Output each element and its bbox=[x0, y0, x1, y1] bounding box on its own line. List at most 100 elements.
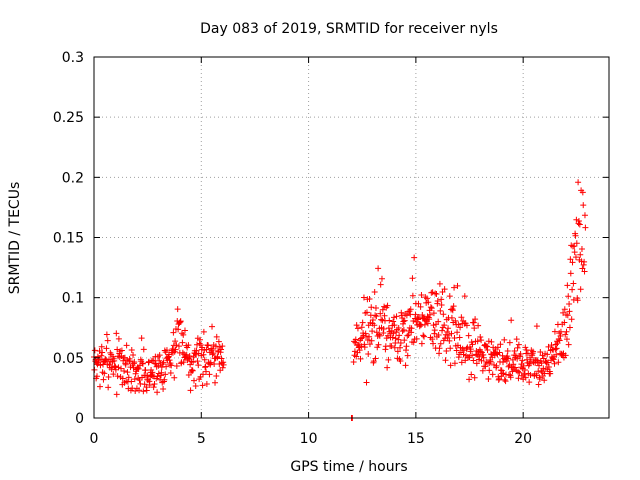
data-point-marker bbox=[201, 356, 208, 363]
data-point-marker bbox=[535, 381, 542, 388]
data-point-marker bbox=[363, 333, 370, 340]
data-point-marker bbox=[361, 344, 368, 351]
data-point-marker bbox=[211, 360, 218, 367]
data-point-marker bbox=[450, 303, 457, 310]
data-point-marker bbox=[506, 339, 513, 346]
data-point-marker bbox=[181, 327, 188, 334]
data-point-marker bbox=[534, 359, 541, 366]
data-point-marker bbox=[136, 377, 143, 384]
data-point-marker bbox=[128, 347, 135, 354]
data-point-marker bbox=[572, 232, 579, 239]
data-point-marker bbox=[213, 333, 220, 340]
data-point-marker bbox=[203, 368, 210, 375]
data-point-marker bbox=[99, 349, 106, 356]
data-point-marker bbox=[494, 344, 501, 351]
data-point-marker bbox=[564, 282, 571, 289]
data-point-marker bbox=[136, 387, 143, 394]
data-point-marker bbox=[426, 316, 433, 323]
data-point-marker bbox=[219, 343, 226, 350]
data-point-marker bbox=[445, 331, 452, 338]
data-point-marker bbox=[171, 374, 178, 381]
data-point-marker bbox=[452, 317, 459, 324]
data-point-marker bbox=[98, 343, 105, 350]
data-point-marker bbox=[487, 358, 494, 365]
data-point-marker bbox=[118, 347, 125, 354]
data-point-marker bbox=[513, 336, 520, 343]
data-point-marker bbox=[448, 314, 455, 321]
data-point-marker bbox=[186, 352, 193, 359]
data-point-marker bbox=[441, 322, 448, 329]
data-point-marker bbox=[471, 325, 478, 332]
data-point-marker bbox=[489, 371, 496, 378]
data-point-marker bbox=[115, 364, 122, 371]
data-point-marker bbox=[436, 280, 443, 287]
data-point-marker bbox=[98, 352, 105, 359]
chart-title: Day 083 of 2019, SRMTID for receiver nyl… bbox=[200, 21, 498, 37]
data-point-marker bbox=[469, 352, 476, 359]
data-point-marker bbox=[368, 337, 375, 344]
data-point-marker bbox=[170, 329, 177, 336]
data-point-marker bbox=[530, 348, 537, 355]
data-point-marker bbox=[202, 363, 209, 370]
data-point-marker bbox=[365, 351, 372, 358]
data-point-marker bbox=[412, 311, 419, 318]
data-point-marker bbox=[430, 322, 437, 329]
data-point-marker bbox=[386, 317, 393, 324]
data-point-marker bbox=[555, 336, 562, 343]
data-point-marker bbox=[375, 341, 382, 348]
data-point-marker bbox=[581, 268, 588, 275]
data-point-marker bbox=[145, 376, 152, 383]
data-point-marker bbox=[206, 371, 213, 378]
y-tick-label: 0.05 bbox=[53, 351, 84, 367]
data-point-marker bbox=[151, 381, 158, 388]
data-point-marker bbox=[207, 359, 214, 366]
data-point-marker bbox=[151, 360, 158, 367]
data-point-marker bbox=[175, 326, 182, 333]
data-point-marker bbox=[504, 348, 511, 355]
data-point-marker bbox=[515, 341, 522, 348]
data-point-marker bbox=[197, 341, 204, 348]
data-point-marker bbox=[139, 360, 146, 367]
data-point-marker bbox=[366, 333, 373, 340]
data-point-marker bbox=[212, 379, 219, 386]
data-point-marker bbox=[420, 332, 427, 339]
data-point-marker bbox=[486, 367, 493, 374]
data-point-marker bbox=[197, 373, 204, 380]
data-point-marker bbox=[477, 348, 484, 355]
data-point-marker bbox=[94, 353, 101, 360]
data-point-marker bbox=[199, 382, 206, 389]
data-point-marker bbox=[125, 374, 132, 381]
data-point-marker bbox=[467, 346, 474, 353]
data-point-marker bbox=[150, 357, 157, 364]
data-point-marker bbox=[439, 327, 446, 334]
data-point-marker bbox=[428, 289, 435, 296]
data-point-marker bbox=[454, 282, 461, 289]
data-point-marker bbox=[161, 376, 168, 383]
data-point-marker bbox=[205, 342, 212, 349]
data-point-marker bbox=[578, 245, 585, 252]
data-point-marker bbox=[512, 364, 519, 371]
data-point-marker bbox=[160, 385, 167, 392]
data-point-marker bbox=[375, 331, 382, 338]
data-point-marker bbox=[363, 379, 370, 386]
data-point-marker bbox=[190, 359, 197, 366]
data-point-marker bbox=[115, 335, 122, 342]
data-point-marker bbox=[113, 391, 120, 398]
data-point-marker bbox=[100, 376, 107, 383]
data-point-marker bbox=[158, 364, 165, 371]
data-point-marker bbox=[433, 290, 440, 297]
data-point-marker bbox=[441, 286, 448, 293]
data-point-marker bbox=[465, 332, 472, 339]
data-point-marker bbox=[114, 346, 121, 353]
data-point-marker bbox=[354, 325, 361, 332]
data-point-marker bbox=[373, 313, 380, 320]
data-point-marker bbox=[218, 346, 225, 353]
data-point-marker bbox=[185, 342, 192, 349]
data-point-marker bbox=[429, 336, 436, 343]
data-point-marker bbox=[395, 325, 402, 332]
data-point-marker bbox=[567, 270, 574, 277]
data-point-marker bbox=[563, 328, 570, 335]
x-tick-label: 10 bbox=[300, 431, 318, 447]
data-point-marker bbox=[174, 306, 181, 313]
data-point-marker bbox=[404, 332, 411, 339]
